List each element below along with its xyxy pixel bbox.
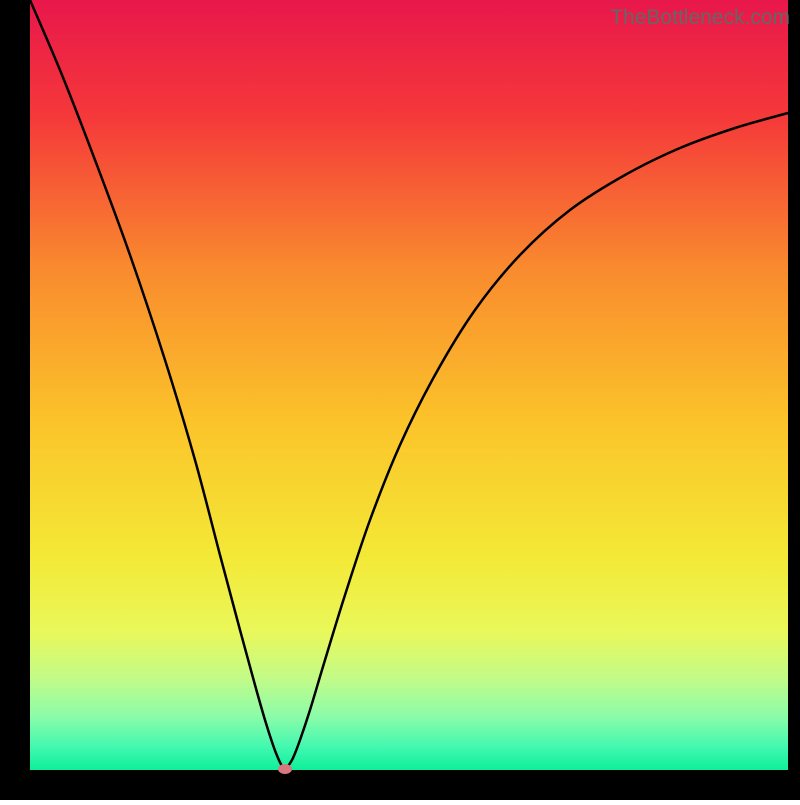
watermark-text: TheBottleneck.com — [610, 6, 790, 30]
minimum-marker — [278, 764, 292, 774]
bottleneck-chart — [0, 0, 800, 800]
chart-svg — [0, 0, 800, 800]
chart-plot-area — [30, 0, 788, 770]
